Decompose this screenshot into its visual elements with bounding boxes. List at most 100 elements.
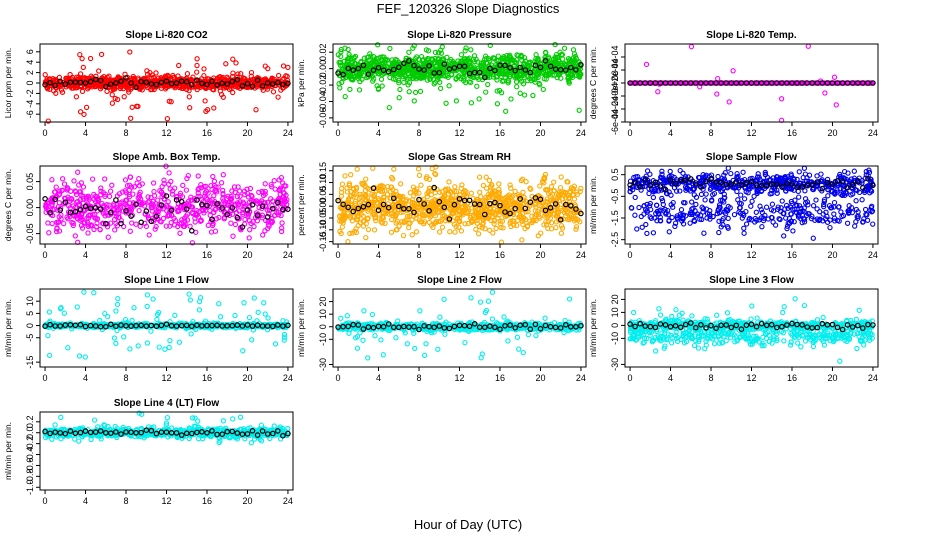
data-points — [627, 165, 876, 241]
mean-point — [507, 65, 513, 71]
scatter-point — [87, 55, 94, 62]
scatter-point — [136, 176, 142, 182]
mean-point — [365, 71, 372, 78]
scatter-point — [548, 184, 555, 190]
mean-point — [108, 81, 114, 87]
scatter-point — [49, 220, 55, 227]
scatter-point — [478, 194, 484, 200]
scatter-point — [106, 193, 113, 200]
scatter-point — [636, 204, 642, 211]
data-points — [627, 43, 876, 123]
scatter-point — [406, 89, 412, 95]
scatter-point — [155, 75, 162, 81]
scatter-point — [79, 88, 86, 95]
scatter-point — [134, 103, 140, 109]
mean-point — [123, 75, 129, 81]
scatter-point — [129, 104, 135, 110]
mean-point — [532, 62, 539, 69]
scatter-point — [417, 71, 423, 77]
x-tick-label: 20 — [242, 250, 252, 260]
scatter-point — [634, 226, 640, 232]
mean-point — [189, 82, 195, 88]
scatter-point — [410, 72, 416, 78]
scatter-point — [698, 191, 705, 198]
mean-point — [158, 79, 165, 86]
scatter-point — [740, 169, 746, 175]
scatter-point — [356, 87, 363, 93]
mean-point — [360, 62, 367, 69]
scatter-point — [345, 46, 351, 53]
scatter-point — [228, 85, 234, 92]
mean-point — [461, 63, 468, 70]
scatter-point — [392, 76, 398, 83]
x-tick-label: 4 — [668, 128, 673, 138]
scatter-point — [473, 226, 479, 232]
scatter-point — [553, 52, 560, 58]
mean-point — [189, 228, 195, 234]
scatter-point — [440, 73, 447, 79]
scatter-point — [386, 104, 392, 111]
x-tick-label: 8 — [417, 128, 422, 138]
x-tick-label: 20 — [535, 128, 545, 138]
scatter-point — [280, 63, 287, 69]
scatter-point — [514, 84, 520, 90]
scatter-point — [71, 178, 77, 184]
scatter-point — [822, 90, 828, 96]
scatter-point — [107, 188, 114, 194]
x-tick-label: 20 — [535, 250, 545, 260]
scatter-point — [491, 55, 497, 61]
scatter-point — [339, 79, 345, 86]
scatter-point — [285, 64, 291, 71]
scatter-point — [468, 100, 475, 106]
scatter-point — [412, 89, 419, 96]
chart-title: Slope Li-820 Temp. — [706, 30, 797, 41]
scatter-point — [275, 72, 282, 79]
scatter-point — [432, 49, 439, 56]
scatter-point — [452, 184, 458, 190]
scatter-point — [265, 65, 271, 72]
scatter-point — [260, 77, 266, 83]
scatter-point — [485, 81, 491, 88]
scatter-point — [805, 43, 811, 49]
scatter-point — [643, 61, 650, 68]
scatter-point — [109, 182, 115, 188]
mean-point — [194, 77, 200, 84]
scatter-point — [504, 52, 510, 59]
scatter-point — [73, 94, 80, 100]
mean-point — [492, 67, 498, 74]
scatter-point — [725, 165, 731, 171]
mean-point — [183, 78, 190, 85]
scatter-point — [136, 207, 142, 214]
scatter-point — [389, 57, 395, 63]
scatter-point — [336, 59, 342, 66]
y-tick-label: -0.04 — [318, 91, 328, 112]
mean-point — [143, 79, 150, 86]
x-tick-label: 20 — [827, 128, 837, 138]
scatter-point — [417, 88, 424, 95]
scatter-point — [153, 223, 159, 230]
scatter-point — [184, 71, 191, 77]
scatter-point — [480, 64, 486, 70]
scatter-point — [557, 64, 563, 70]
scatter-point — [738, 192, 744, 198]
scatter-point — [523, 179, 529, 185]
mean-point — [411, 62, 417, 69]
scatter-point — [232, 221, 239, 228]
scatter-point — [556, 58, 562, 64]
scatter-point — [382, 59, 388, 66]
y-tick-label: -0.02 — [318, 75, 328, 96]
mean-point — [502, 62, 508, 69]
scatter-point — [507, 73, 514, 80]
scatter-point — [150, 180, 157, 186]
scatter-point — [439, 224, 446, 230]
y-tick-label: 0.00 — [318, 60, 328, 78]
scatter-point — [136, 85, 143, 91]
scatter-point — [415, 166, 422, 172]
scatter-point — [91, 82, 98, 88]
scatter-point — [251, 223, 257, 230]
x-tick-label: 12 — [454, 128, 464, 138]
mean-point — [335, 70, 341, 76]
scatter-point — [467, 64, 473, 70]
scatter-point — [177, 230, 183, 236]
x-tick-label: 8 — [417, 250, 422, 260]
